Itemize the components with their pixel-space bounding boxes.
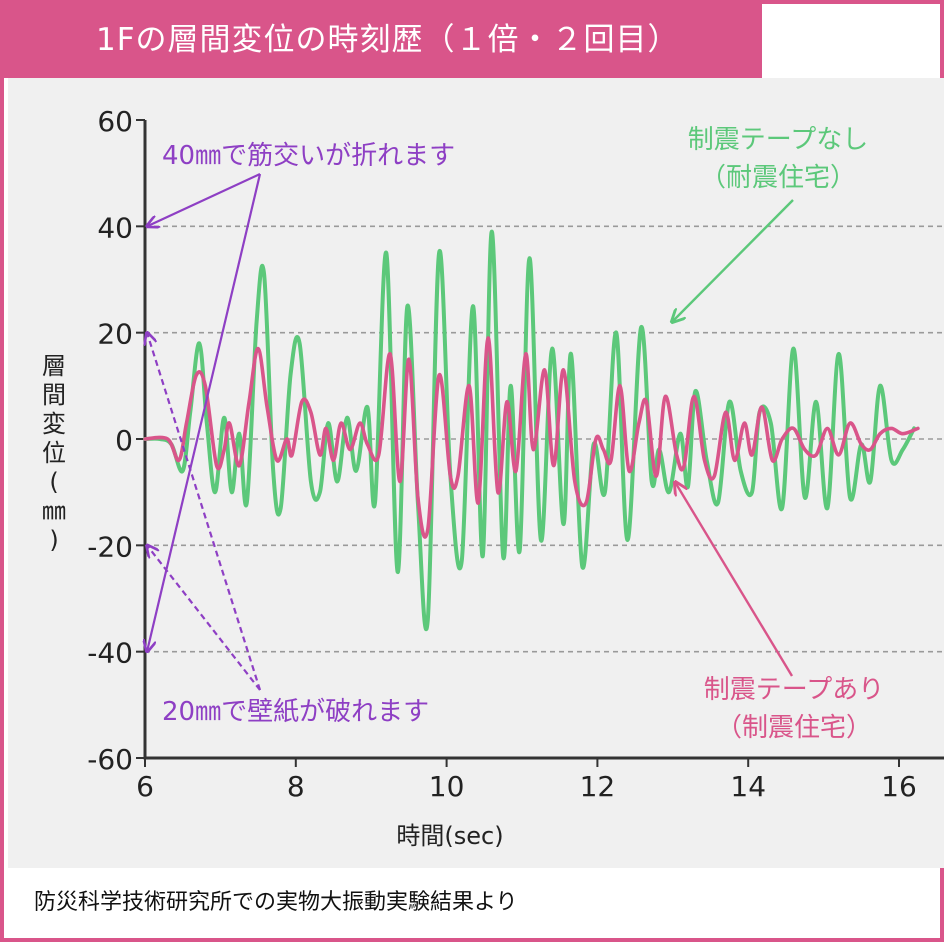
annotation-20mm-arrow <box>147 333 262 691</box>
x-tick-label: 6 <box>136 770 154 803</box>
plot-area: 60 40 20 0 -20 -40 -60 6 8 10 12 14 16 時間(sec) 層間変位(㎜)… <box>8 78 944 868</box>
series-label-no-tape-sub: （耐震住宅） <box>700 163 856 193</box>
series-line-with-tape <box>143 336 920 539</box>
x-tick-label: 10 <box>429 770 465 803</box>
y-tick-label: 60 <box>97 105 133 138</box>
chart: 60 40 20 0 -20 -40 -606 8 10 12 14 16 時間(sec) 層間変位(㎜)… <box>42 105 944 850</box>
annotation-20mm: 20㎜で壁紙が破れます <box>162 697 429 727</box>
title-band: 1Fの層間変位の時刻歴（１倍・２回目） <box>4 4 762 78</box>
annotation-40mm-arrow <box>147 173 262 652</box>
annotation-20mm-arrow <box>147 545 261 691</box>
y-tick-label: 40 <box>97 211 133 244</box>
y-axis-label: 層間変位(㎜) <box>42 352 66 554</box>
series-label-no-tape: 制震テープなし <box>688 125 868 155</box>
callout-arrow-with-tape <box>675 482 794 677</box>
series-label-with-tape-sub: （制震住宅） <box>716 713 872 743</box>
x-tick-label: 12 <box>580 770 616 803</box>
y-tick-label: 20 <box>97 318 133 351</box>
series-label-with-tape: 制震テープあり <box>704 675 884 705</box>
annotation-40mm: 40㎜で筋交いが折れます <box>162 141 455 171</box>
y-tick-label: -40 <box>87 637 133 670</box>
x-axis-label: 時間(sec) <box>396 822 503 850</box>
y-tick-label: 0 <box>115 424 133 457</box>
x-tick-label: 16 <box>881 770 917 803</box>
callout-arrow-no-tape <box>672 199 794 322</box>
source-note: 防災科学技術研究所での実物大振動実験結果より <box>34 890 518 915</box>
y-tick-label: -60 <box>87 743 133 776</box>
annotation-40mm-arrow <box>147 173 261 226</box>
x-tick-label: 14 <box>730 770 766 803</box>
x-tick-label: 8 <box>287 770 305 803</box>
chart-title: 1Fの層間変位の時刻歴（１倍・２回目） <box>96 22 680 58</box>
y-tick-label: -20 <box>87 530 133 563</box>
